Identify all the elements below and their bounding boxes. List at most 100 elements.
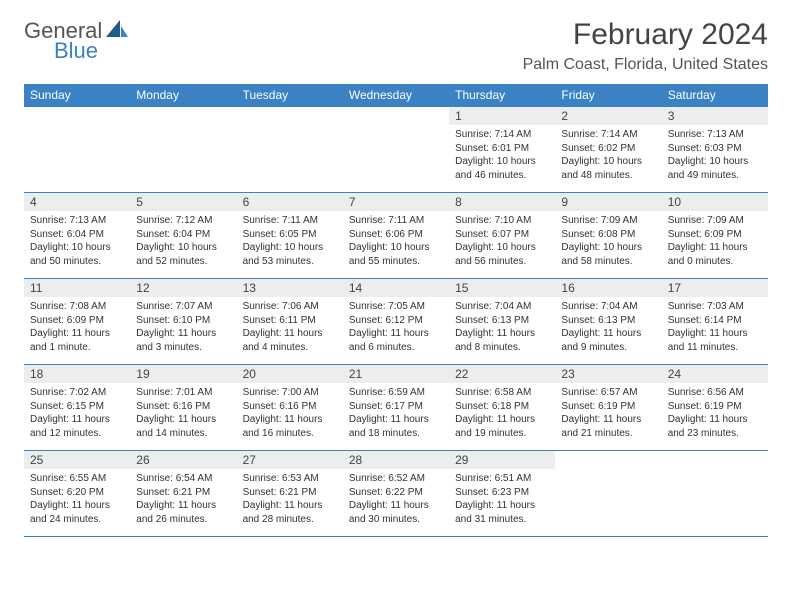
day-details: Sunrise: 7:14 AMSunset: 6:01 PMDaylight:… [449, 125, 555, 186]
calendar-cell: 29Sunrise: 6:51 AMSunset: 6:23 PMDayligh… [449, 451, 555, 537]
calendar-cell-empty [24, 107, 130, 193]
day-number: 3 [662, 107, 768, 125]
calendar-cell: 10Sunrise: 7:09 AMSunset: 6:09 PMDayligh… [662, 193, 768, 279]
calendar-cell: 19Sunrise: 7:01 AMSunset: 6:16 PMDayligh… [130, 365, 236, 451]
day-details: Sunrise: 7:07 AMSunset: 6:10 PMDaylight:… [130, 297, 236, 358]
day-number: 11 [24, 279, 130, 297]
calendar-cell: 20Sunrise: 7:00 AMSunset: 6:16 PMDayligh… [237, 365, 343, 451]
calendar-cell: 7Sunrise: 7:11 AMSunset: 6:06 PMDaylight… [343, 193, 449, 279]
calendar-cell: 26Sunrise: 6:54 AMSunset: 6:21 PMDayligh… [130, 451, 236, 537]
day-details: Sunrise: 7:00 AMSunset: 6:16 PMDaylight:… [237, 383, 343, 444]
day-details: Sunrise: 6:57 AMSunset: 6:19 PMDaylight:… [555, 383, 661, 444]
day-details: Sunrise: 7:13 AMSunset: 6:04 PMDaylight:… [24, 211, 130, 272]
day-details: Sunrise: 7:03 AMSunset: 6:14 PMDaylight:… [662, 297, 768, 358]
day-number: 17 [662, 279, 768, 297]
day-number-empty [237, 107, 343, 125]
calendar-cell: 1Sunrise: 7:14 AMSunset: 6:01 PMDaylight… [449, 107, 555, 193]
calendar-cell: 4Sunrise: 7:13 AMSunset: 6:04 PMDaylight… [24, 193, 130, 279]
calendar-row: 1Sunrise: 7:14 AMSunset: 6:01 PMDaylight… [24, 107, 768, 193]
day-details: Sunrise: 7:09 AMSunset: 6:08 PMDaylight:… [555, 211, 661, 272]
day-number: 24 [662, 365, 768, 383]
day-number: 6 [237, 193, 343, 211]
day-number: 29 [449, 451, 555, 469]
day-number-empty [343, 107, 449, 125]
day-details: Sunrise: 7:02 AMSunset: 6:15 PMDaylight:… [24, 383, 130, 444]
calendar-cell: 15Sunrise: 7:04 AMSunset: 6:13 PMDayligh… [449, 279, 555, 365]
calendar-cell: 22Sunrise: 6:58 AMSunset: 6:18 PMDayligh… [449, 365, 555, 451]
calendar-head: SundayMondayTuesdayWednesdayThursdayFrid… [24, 84, 768, 107]
day-number: 23 [555, 365, 661, 383]
weekday-header: Wednesday [343, 84, 449, 107]
day-number: 15 [449, 279, 555, 297]
day-details: Sunrise: 6:53 AMSunset: 6:21 PMDaylight:… [237, 469, 343, 530]
day-details: Sunrise: 7:05 AMSunset: 6:12 PMDaylight:… [343, 297, 449, 358]
calendar-cell: 23Sunrise: 6:57 AMSunset: 6:19 PMDayligh… [555, 365, 661, 451]
calendar-cell: 28Sunrise: 6:52 AMSunset: 6:22 PMDayligh… [343, 451, 449, 537]
day-details: Sunrise: 6:58 AMSunset: 6:18 PMDaylight:… [449, 383, 555, 444]
calendar-cell: 3Sunrise: 7:13 AMSunset: 6:03 PMDaylight… [662, 107, 768, 193]
day-number: 2 [555, 107, 661, 125]
calendar-cell-empty [555, 451, 661, 537]
calendar-cell: 24Sunrise: 6:56 AMSunset: 6:19 PMDayligh… [662, 365, 768, 451]
calendar-row: 18Sunrise: 7:02 AMSunset: 6:15 PMDayligh… [24, 365, 768, 451]
day-number-empty [24, 107, 130, 125]
title-block: February 2024 Palm Coast, Florida, Unite… [523, 18, 768, 74]
calendar-body: 1Sunrise: 7:14 AMSunset: 6:01 PMDaylight… [24, 107, 768, 537]
weekday-header: Thursday [449, 84, 555, 107]
day-number-empty [555, 451, 661, 469]
day-number: 12 [130, 279, 236, 297]
calendar-cell: 18Sunrise: 7:02 AMSunset: 6:15 PMDayligh… [24, 365, 130, 451]
day-number: 7 [343, 193, 449, 211]
day-details: Sunrise: 7:06 AMSunset: 6:11 PMDaylight:… [237, 297, 343, 358]
calendar-cell: 5Sunrise: 7:12 AMSunset: 6:04 PMDaylight… [130, 193, 236, 279]
day-details: Sunrise: 7:09 AMSunset: 6:09 PMDaylight:… [662, 211, 768, 272]
day-details: Sunrise: 6:59 AMSunset: 6:17 PMDaylight:… [343, 383, 449, 444]
weekday-header: Sunday [24, 84, 130, 107]
calendar-cell: 8Sunrise: 7:10 AMSunset: 6:07 PMDaylight… [449, 193, 555, 279]
day-details: Sunrise: 7:10 AMSunset: 6:07 PMDaylight:… [449, 211, 555, 272]
calendar-cell: 11Sunrise: 7:08 AMSunset: 6:09 PMDayligh… [24, 279, 130, 365]
day-number: 9 [555, 193, 661, 211]
day-number: 27 [237, 451, 343, 469]
calendar-cell: 25Sunrise: 6:55 AMSunset: 6:20 PMDayligh… [24, 451, 130, 537]
day-details: Sunrise: 7:04 AMSunset: 6:13 PMDaylight:… [555, 297, 661, 358]
day-details: Sunrise: 7:04 AMSunset: 6:13 PMDaylight:… [449, 297, 555, 358]
location-text: Palm Coast, Florida, United States [523, 56, 768, 74]
calendar-cell: 17Sunrise: 7:03 AMSunset: 6:14 PMDayligh… [662, 279, 768, 365]
calendar-row: 4Sunrise: 7:13 AMSunset: 6:04 PMDaylight… [24, 193, 768, 279]
brand-name-2: Blue [54, 38, 98, 64]
calendar-row: 11Sunrise: 7:08 AMSunset: 6:09 PMDayligh… [24, 279, 768, 365]
day-number: 14 [343, 279, 449, 297]
day-details: Sunrise: 6:54 AMSunset: 6:21 PMDaylight:… [130, 469, 236, 530]
day-number: 13 [237, 279, 343, 297]
day-number: 21 [343, 365, 449, 383]
day-details: Sunrise: 6:55 AMSunset: 6:20 PMDaylight:… [24, 469, 130, 530]
calendar-cell: 2Sunrise: 7:14 AMSunset: 6:02 PMDaylight… [555, 107, 661, 193]
day-number: 5 [130, 193, 236, 211]
day-details: Sunrise: 7:13 AMSunset: 6:03 PMDaylight:… [662, 125, 768, 186]
calendar-cell: 6Sunrise: 7:11 AMSunset: 6:05 PMDaylight… [237, 193, 343, 279]
day-number: 28 [343, 451, 449, 469]
calendar-cell-empty [343, 107, 449, 193]
brand-logo: General Blue [24, 18, 134, 66]
calendar-cell-empty [237, 107, 343, 193]
day-number: 18 [24, 365, 130, 383]
day-details: Sunrise: 7:08 AMSunset: 6:09 PMDaylight:… [24, 297, 130, 358]
calendar-cell: 21Sunrise: 6:59 AMSunset: 6:17 PMDayligh… [343, 365, 449, 451]
day-number: 22 [449, 365, 555, 383]
calendar-cell: 9Sunrise: 7:09 AMSunset: 6:08 PMDaylight… [555, 193, 661, 279]
day-number: 25 [24, 451, 130, 469]
weekday-header: Friday [555, 84, 661, 107]
calendar-cell: 16Sunrise: 7:04 AMSunset: 6:13 PMDayligh… [555, 279, 661, 365]
day-number-empty [130, 107, 236, 125]
day-details: Sunrise: 7:14 AMSunset: 6:02 PMDaylight:… [555, 125, 661, 186]
day-details: Sunrise: 6:56 AMSunset: 6:19 PMDaylight:… [662, 383, 768, 444]
day-number-empty [662, 451, 768, 469]
day-number: 19 [130, 365, 236, 383]
calendar-cell: 14Sunrise: 7:05 AMSunset: 6:12 PMDayligh… [343, 279, 449, 365]
calendar-row: 25Sunrise: 6:55 AMSunset: 6:20 PMDayligh… [24, 451, 768, 537]
day-number: 10 [662, 193, 768, 211]
day-number: 20 [237, 365, 343, 383]
calendar-cell: 27Sunrise: 6:53 AMSunset: 6:21 PMDayligh… [237, 451, 343, 537]
day-number: 4 [24, 193, 130, 211]
